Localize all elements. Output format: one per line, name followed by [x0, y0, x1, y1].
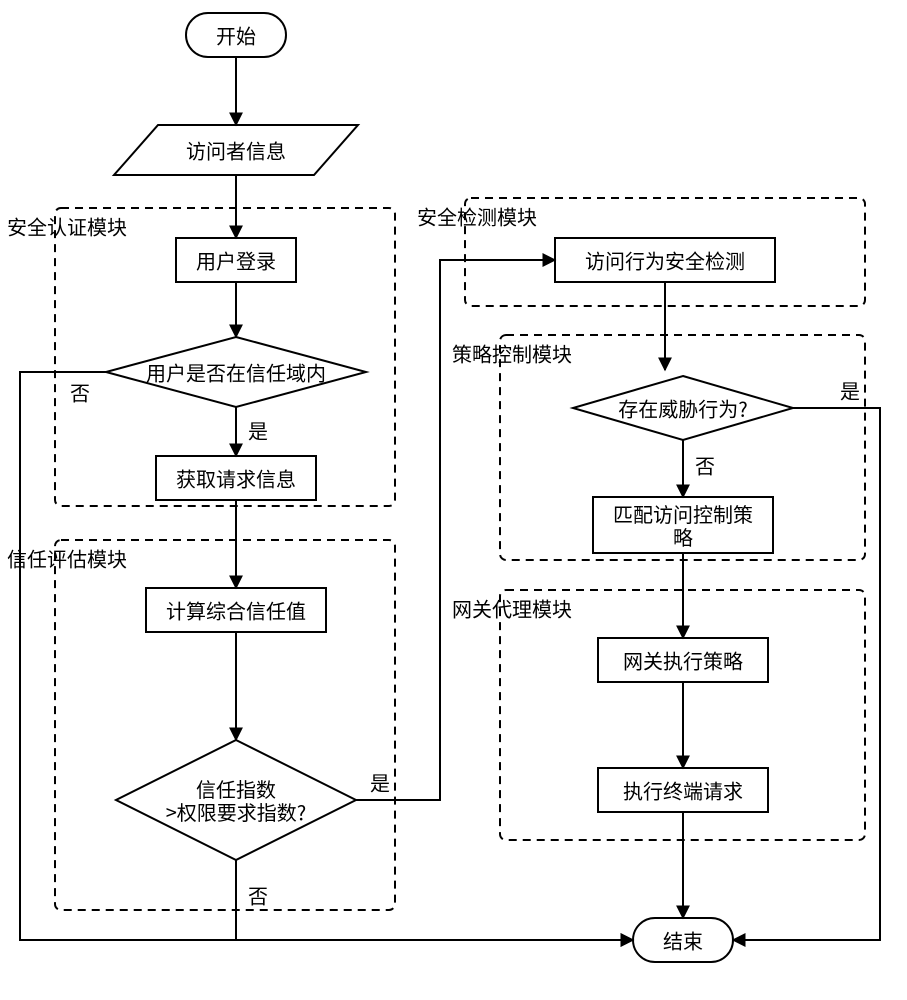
node-label-login: 用户登录 — [196, 246, 276, 275]
node-label-calcTrust: 计算综合信任值 — [166, 596, 306, 625]
edge-13 — [236, 860, 633, 940]
node-label-visitor: 访问者信息 — [186, 136, 286, 165]
edge-12 — [20, 372, 633, 940]
edge-label-7: 否 — [695, 451, 715, 480]
node-label-inTrust: 用户是否在信任域内 — [146, 358, 326, 387]
edge-label-14: 是 — [840, 376, 860, 405]
node-label-threat: 存在威胁行为? — [618, 394, 747, 423]
module-label-gateway: 网关代理模块 — [452, 594, 572, 623]
node-label-detectBehav: 访问行为安全检测 — [585, 246, 745, 275]
node-label-matchPolicy: 略 — [673, 522, 693, 551]
node-label-gwExec: 网关执行策略 — [623, 646, 743, 675]
module-label-trust: 信任评估模块 — [7, 544, 127, 573]
module-label-policy: 策略控制模块 — [452, 339, 572, 368]
node-label-getReq: 获取请求信息 — [176, 464, 296, 493]
module-label-detect: 安全检测模块 — [417, 202, 537, 231]
edge-label-3: 是 — [248, 416, 268, 445]
module-label-auth: 安全认证模块 — [7, 212, 127, 241]
node-label-end: 结束 — [663, 926, 703, 955]
node-label-trustIdx: >权限要求指数? — [166, 797, 307, 826]
edge-label-13: 否 — [248, 881, 268, 910]
flowchart-canvas: 安全认证模块信任评估模块 安全检测模块策略控制模块网关代理模块 开始访问者信息用户登… — [0, 0, 907, 1000]
edge-label-12: 否 — [70, 378, 90, 407]
node-label-execReq: 执行终端请求 — [623, 776, 743, 805]
node-label-start: 开始 — [216, 21, 256, 50]
edge-label-11: 是 — [370, 768, 390, 797]
